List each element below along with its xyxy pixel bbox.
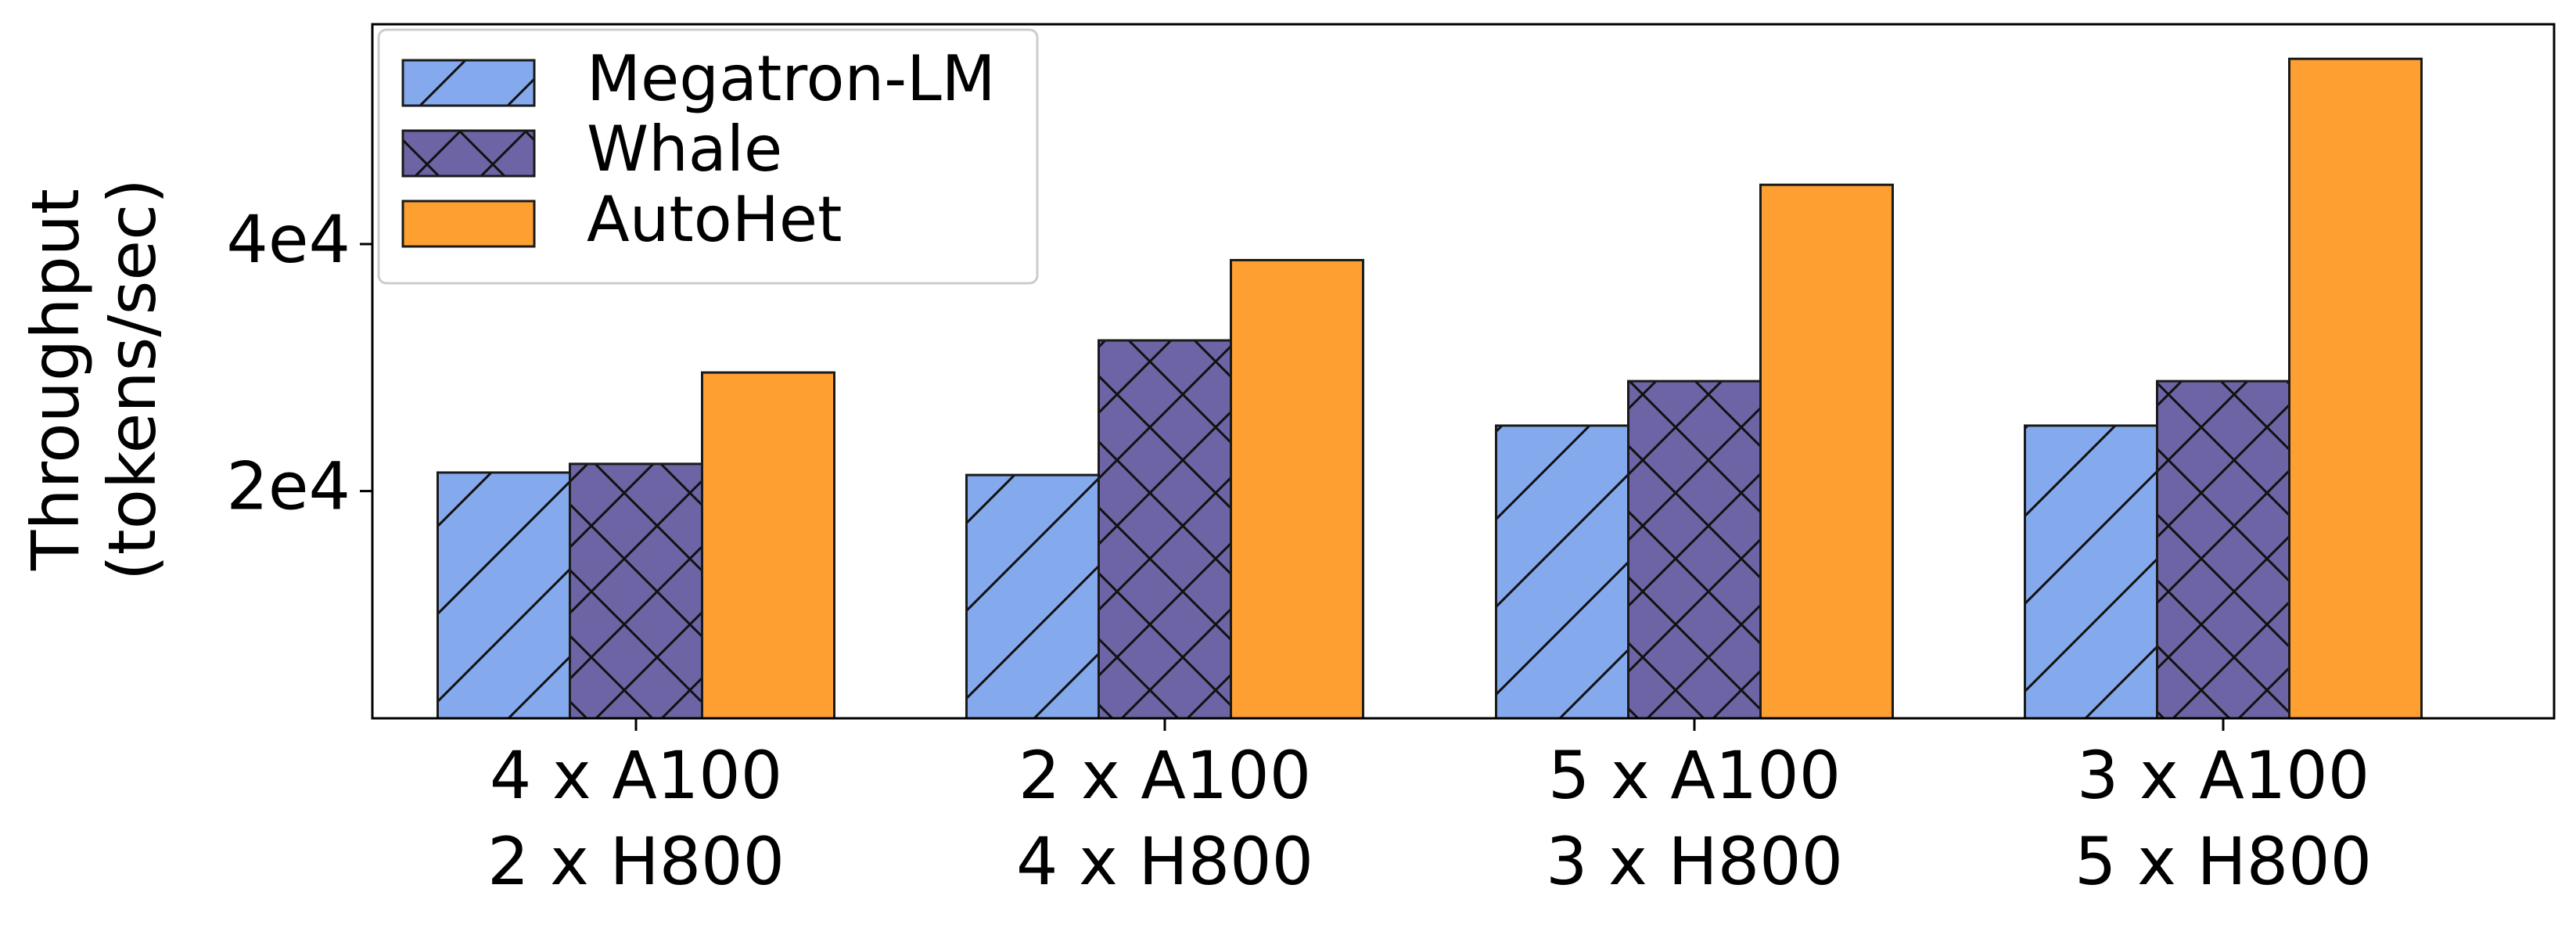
y-axis-label-line-1: Throughput	[17, 189, 94, 571]
y-tick-label: 2e4	[226, 448, 350, 525]
bar-autohet-4	[2289, 59, 2422, 719]
legend-label-megatron-lm: Megatron-LM	[587, 42, 996, 115]
y-axis-ticks: 2e4 4e4	[226, 201, 372, 525]
plot-frame	[371, 23, 2556, 720]
bar-autohet-1	[702, 372, 835, 718]
x-tick-label: 4 x A100	[490, 737, 782, 814]
legend-label-whale: Whale	[587, 113, 782, 185]
x-tick-label: 5 x H800	[2075, 823, 2372, 900]
x-tick-label: 4 x H800	[1016, 823, 1313, 900]
x-tick-label: 5 x A100	[1548, 737, 1841, 814]
x-tick-label: 3 x H800	[1546, 823, 1843, 900]
legend-swatch-outline-megatron-lm	[401, 59, 536, 107]
x-tick-label: 2 x A100	[1019, 737, 1311, 814]
legend-label-autohet: AutoHet	[587, 183, 842, 256]
bar-hatch-megatron-lm-1	[437, 472, 570, 718]
x-tick-label: 3 x A100	[2077, 737, 2369, 814]
bar-hatch-whale-2	[1098, 340, 1231, 718]
x-tick-label: 2 x H800	[487, 823, 785, 900]
bar-hatch-whale-4	[2157, 381, 2290, 718]
legend-box	[377, 28, 1039, 285]
bar-hatch-megatron-lm-4	[2025, 425, 2157, 718]
bar-hatch-megatron-lm-2	[966, 475, 1099, 718]
legend-swatch-hatch-megatron-lm	[403, 60, 534, 106]
legend-swatch-autohet	[403, 201, 534, 246]
bar-area	[437, 57, 2423, 720]
legend-swatch-outline-autohet	[401, 200, 536, 248]
bar-autohet-2	[1231, 260, 1363, 718]
bar-hatch-whale-3	[1628, 381, 1761, 718]
legend-swatch-hatch-whale	[403, 131, 534, 176]
legend-swatch-outline-whale	[401, 129, 536, 178]
bar-hatch-megatron-lm-3	[1496, 425, 1629, 718]
y-tick-label: 4e4	[226, 201, 350, 278]
x-axis-ticks: 4 x A100 2 x H800 2 x A100 4 x H800 5 x A100…	[487, 718, 2372, 900]
y-axis-label-line-2: (tokens/sec)	[94, 178, 171, 581]
bar-hatch-whale-1	[569, 463, 702, 718]
y-axis-label: Throughput (tokens/sec)	[17, 178, 171, 581]
bar-autohet-3	[1760, 185, 1893, 719]
